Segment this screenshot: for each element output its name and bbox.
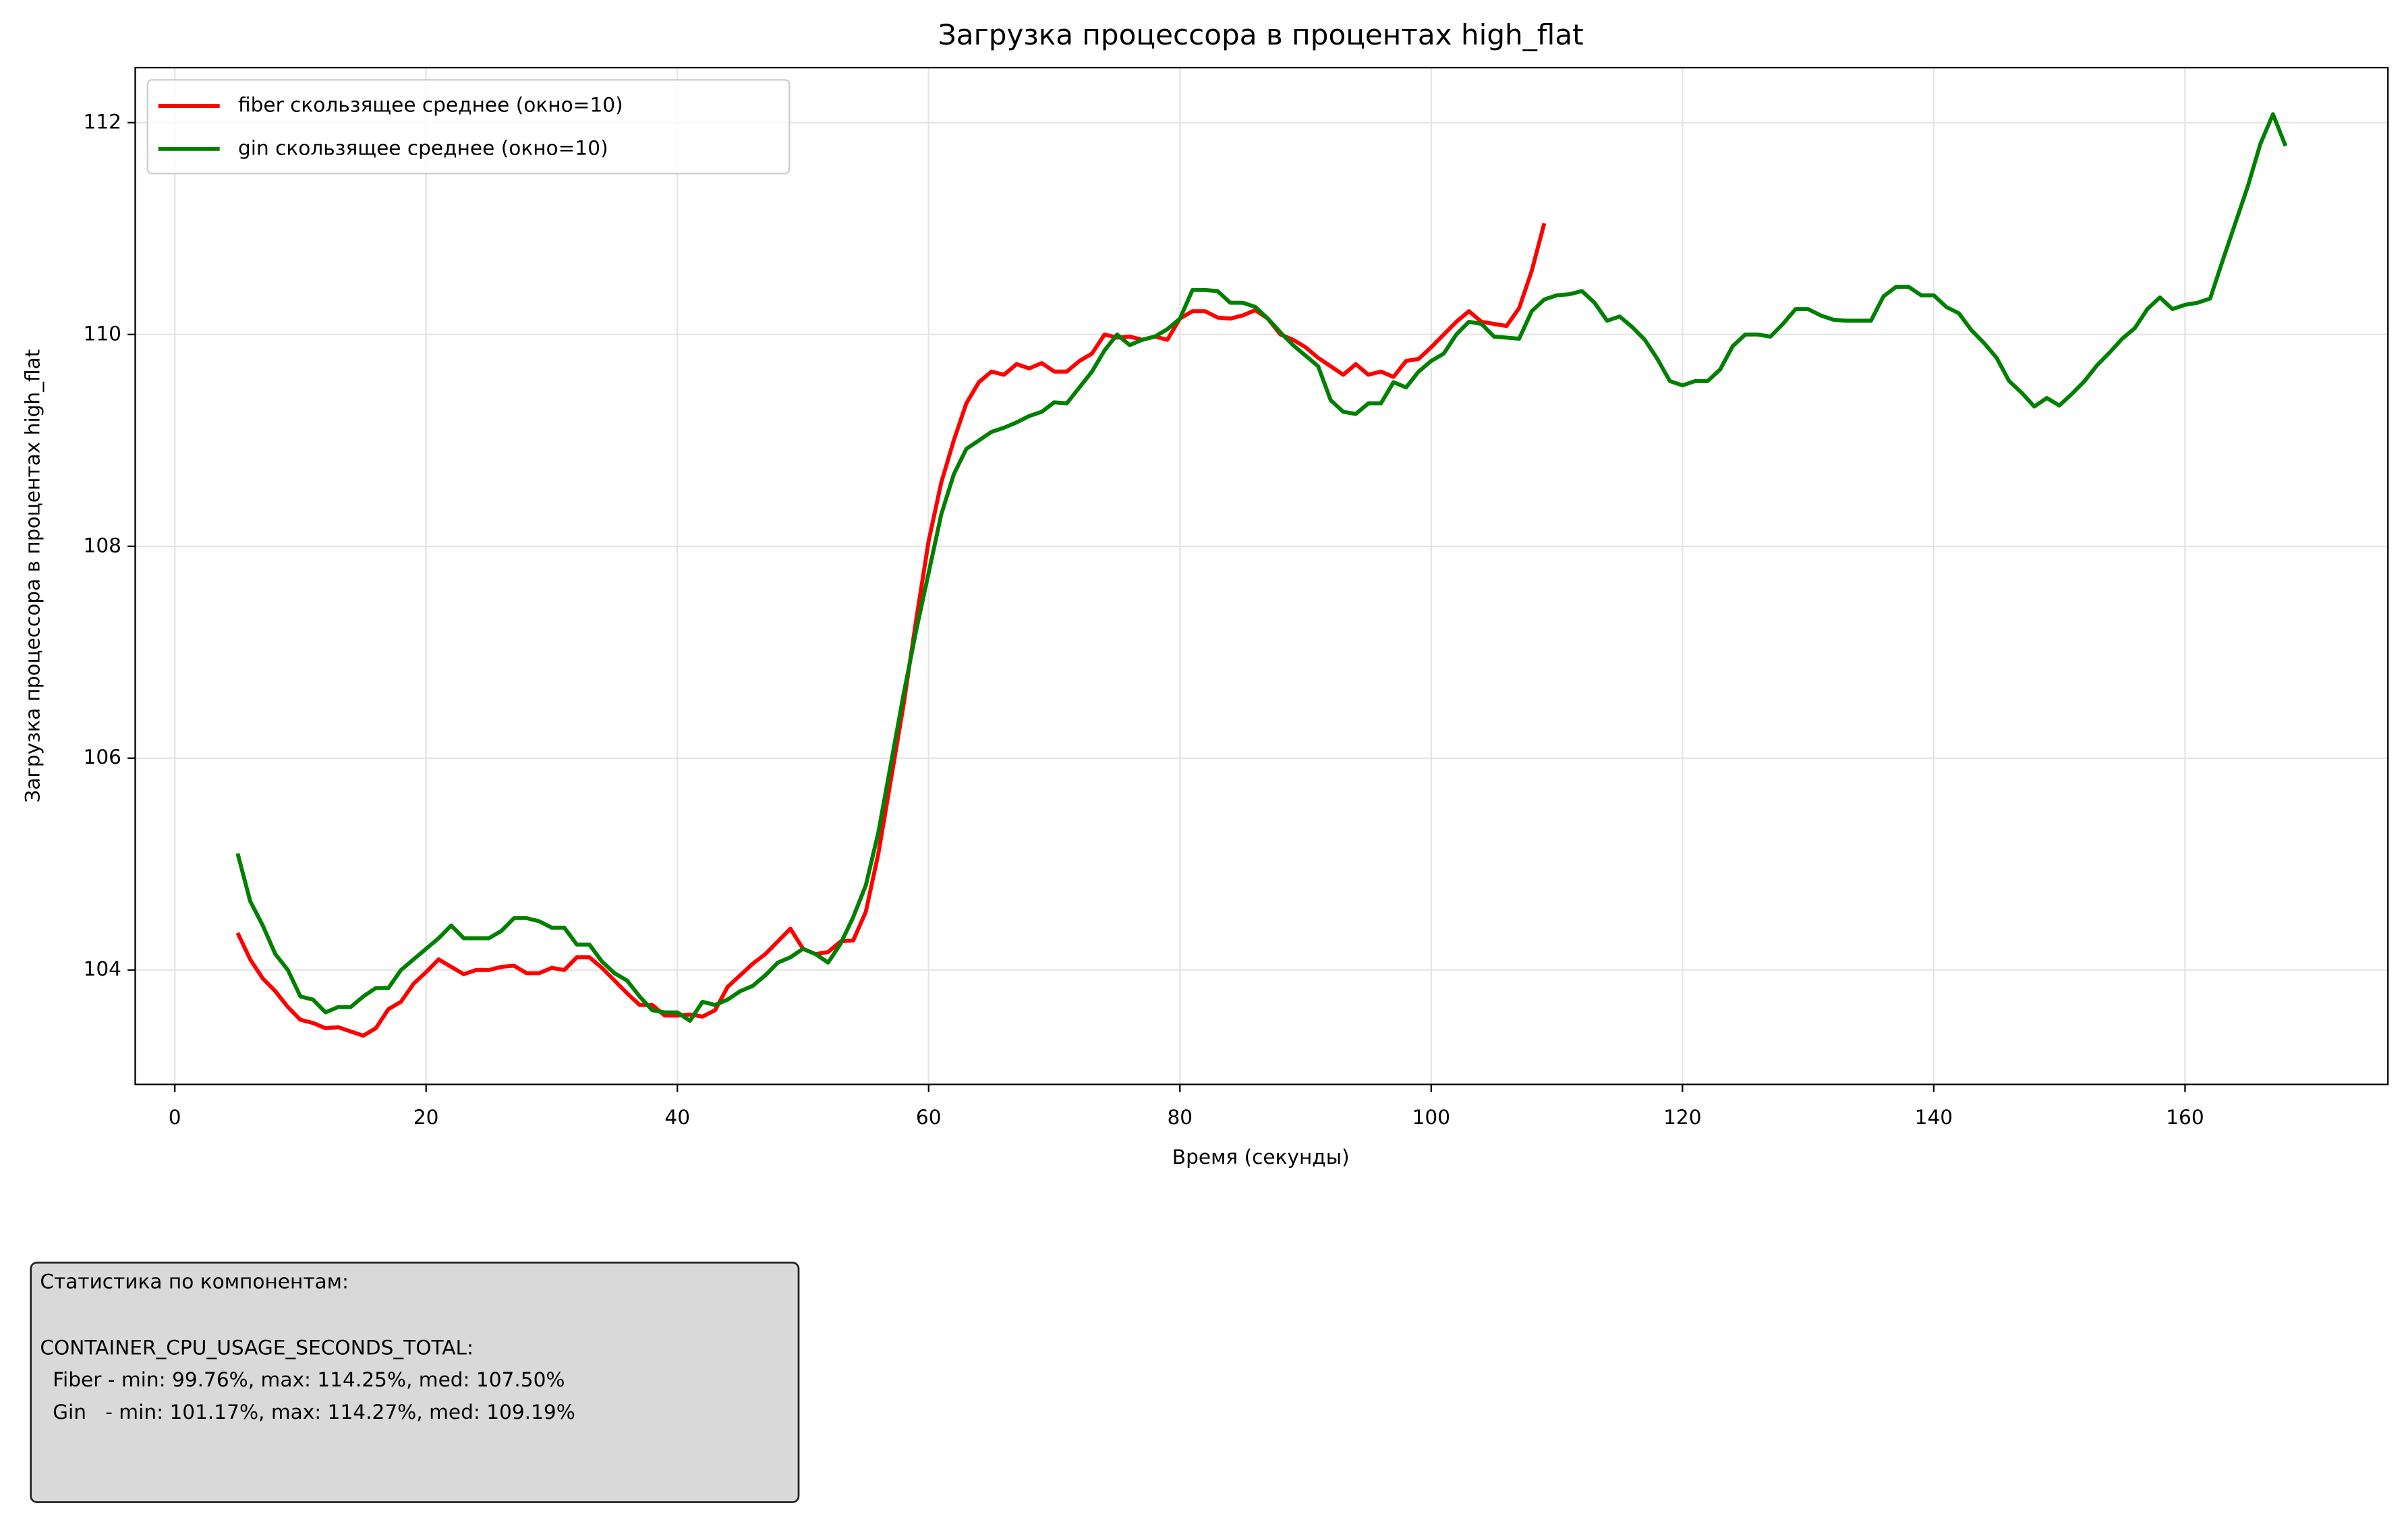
legend-label: fiber скользящее среднее (окно=10) [238, 94, 623, 117]
x-tick-label: 60 [916, 1106, 942, 1129]
stats-gin: Gin - min: 101.17%, max: 114.27%, med: 1… [40, 1401, 575, 1424]
axes: 0 20 40 60 80 100 120 140 160 104 106 108 110 112 [84, 110, 2204, 1129]
x-tick-label: 160 [2166, 1106, 2204, 1129]
x-tick-label: 100 [1412, 1106, 1450, 1129]
stats-metric: CONTAINER_CPU_USAGE_SECONDS_TOTAL: [40, 1336, 474, 1359]
x-tick-label: 140 [1915, 1106, 1953, 1129]
legend-box [146, 79, 791, 175]
stats-panel [30, 1261, 800, 1503]
x-tick-label: 20 [413, 1106, 439, 1129]
series-line [235, 112, 2288, 1023]
plot-lines [235, 112, 2288, 1038]
grid [135, 67, 2388, 1085]
y-tick-label: 110 [84, 322, 121, 345]
legend-label: gin скользящее среднее (окно=10) [238, 136, 608, 159]
stats-box: Статистика по компонентам: CONTAINER_CPU… [30, 1261, 800, 1503]
x-tick-label: 120 [1663, 1106, 1701, 1129]
y-axis-label: Загрузка процессора в процентах high_fla… [22, 349, 45, 803]
x-tick-label: 40 [664, 1106, 690, 1129]
x-axis-label: Время (секунды) [1172, 1146, 1350, 1169]
y-tick-label: 104 [84, 957, 121, 980]
plot-frame [134, 67, 2389, 1086]
y-tick-label: 106 [84, 746, 121, 768]
y-tick-label: 112 [84, 110, 121, 133]
stats-title: Статистика по компонентам: [40, 1270, 349, 1293]
stats-fiber: Fiber - min: 99.76%, max: 114.25%, med: … [40, 1368, 565, 1391]
series-line [235, 223, 1547, 1038]
y-tick-label: 108 [84, 534, 121, 557]
x-tick-label: 80 [1167, 1106, 1193, 1129]
x-tick-label: 0 [169, 1106, 181, 1129]
legend: fiber скользящее среднее (окно=10) gin ск… [146, 79, 791, 175]
chart-title: Загрузка процессора в процентах high_fla… [938, 18, 1584, 51]
